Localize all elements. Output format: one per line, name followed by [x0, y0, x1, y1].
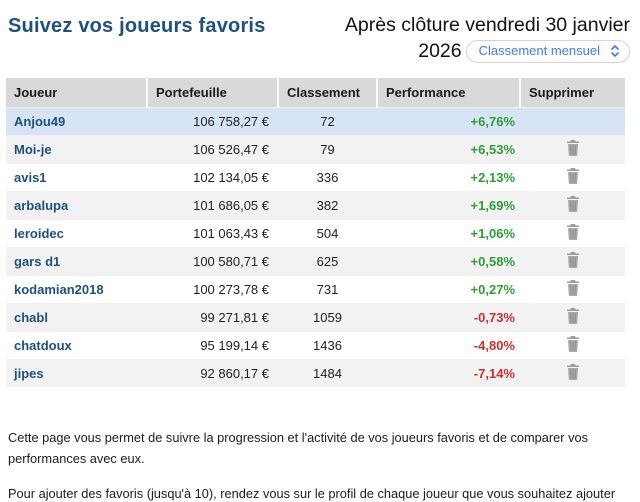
- rank-value: 1484: [278, 358, 377, 387]
- portfolio-value: 95 199,14 €: [147, 330, 278, 359]
- player-link[interactable]: Anjou49: [14, 113, 66, 129]
- table-header-row: Joueur Portefeuille Classement Performan…: [6, 78, 625, 107]
- rank-value: 625: [278, 246, 377, 275]
- table-row: arbalupa 101 686,05 € 382 +1,69%: [6, 190, 625, 219]
- trash-icon: [566, 223, 580, 243]
- page-description: Cette page vous permet de suivre la prog…: [0, 427, 622, 502]
- column-header-supprimer: Supprimer: [519, 78, 625, 107]
- portfolio-value: 100 273,78 €: [147, 274, 278, 303]
- rank-value: 504: [278, 218, 377, 247]
- rank-value: 72: [278, 106, 377, 135]
- table-row: chabl 99 271,81 € 1059 -0,73%: [6, 302, 625, 331]
- portfolio-value: 101 686,05 €: [147, 190, 278, 219]
- player-link[interactable]: Moi-je: [14, 141, 52, 157]
- column-header-performance: Performance: [376, 78, 520, 107]
- table-row: kodamian2018 100 273,78 € 731 +0,27%: [6, 274, 625, 303]
- trash-icon: [566, 167, 580, 187]
- performance-value: +1,06%: [377, 218, 520, 247]
- portfolio-value: 106 758,27 €: [147, 106, 278, 135]
- description-paragraph-1: Cette page vous permet de suivre la prog…: [8, 430, 589, 466]
- rank-value: 79: [278, 134, 377, 163]
- table-row: chatdoux 95 199,14 € 1436 -4,80%: [6, 330, 625, 359]
- player-link[interactable]: arbalupa: [14, 197, 69, 213]
- column-header-joueur: Joueur: [6, 78, 147, 107]
- favorites-table: Joueur Portefeuille Classement Performan…: [6, 78, 625, 387]
- delete-cell-empty: [520, 106, 625, 135]
- column-header-portefeuille: Portefeuille: [146, 78, 278, 107]
- closing-date-line2: 2026: [418, 40, 462, 62]
- performance-value: -7,14%: [377, 358, 520, 387]
- page-title: Suivez vos joueurs favoris: [8, 15, 266, 37]
- trash-icon: [566, 139, 580, 159]
- portfolio-value: 100 580,71 €: [147, 246, 278, 275]
- performance-value: -0,73%: [377, 302, 520, 331]
- performance-value: +6,76%: [377, 106, 520, 135]
- page-header: Suivez vos joueurs favoris Après clôture…: [0, 0, 640, 64]
- delete-favorite-button[interactable]: [566, 335, 580, 355]
- performance-value: +2,13%: [377, 162, 520, 191]
- rank-value: 1059: [278, 302, 377, 331]
- player-link[interactable]: kodamian2018: [14, 281, 104, 297]
- table-row: leroidec 101 063,43 € 504 +1,06%: [6, 218, 625, 247]
- player-link[interactable]: jipes: [14, 365, 44, 381]
- delete-favorite-button[interactable]: [566, 251, 580, 271]
- ranking-period-select[interactable]: Classement mensuel: [465, 39, 630, 63]
- delete-favorite-button[interactable]: [566, 363, 580, 383]
- delete-favorite-button[interactable]: [566, 195, 580, 215]
- column-header-classement: Classement: [277, 78, 377, 107]
- closing-date-line1: Après clôture vendredi 30 janvier: [344, 14, 630, 36]
- trash-icon: [566, 251, 580, 271]
- portfolio-value: 99 271,81 €: [147, 302, 278, 331]
- trash-icon: [566, 307, 580, 327]
- table-row: gars d1 100 580,71 € 625 +0,58%: [6, 246, 625, 275]
- trash-icon: [566, 195, 580, 215]
- delete-favorite-button[interactable]: [566, 279, 580, 299]
- portfolio-value: 92 860,17 €: [147, 358, 278, 387]
- performance-value: -4,80%: [377, 330, 520, 359]
- table-row: jipes 92 860,17 € 1484 -7,14%: [6, 358, 625, 387]
- performance-value: +6,53%: [377, 134, 520, 163]
- table-row: Anjou49 106 758,27 € 72 +6,76%: [6, 106, 625, 135]
- closing-date-block: Après clôture vendredi 30 janvier 2026 C…: [345, 12, 630, 64]
- table-row: Moi-je 106 526,47 € 79 +6,53%: [6, 134, 625, 163]
- description-paragraph-2: Pour ajouter des favoris (jusqu'à 10), r…: [8, 486, 616, 501]
- performance-value: +0,27%: [377, 274, 520, 303]
- performance-value: +0,58%: [377, 246, 520, 275]
- player-link[interactable]: leroidec: [14, 225, 64, 241]
- player-link[interactable]: gars d1: [14, 253, 61, 269]
- trash-icon: [566, 279, 580, 299]
- updown-chevron-icon: [610, 44, 620, 58]
- rank-value: 382: [278, 190, 377, 219]
- rank-value: 336: [278, 162, 377, 191]
- table-row: avis1 102 134,05 € 336 +2,13%: [6, 162, 625, 191]
- delete-favorite-button[interactable]: [566, 139, 580, 159]
- player-link[interactable]: chatdoux: [14, 337, 72, 353]
- player-link[interactable]: chabl: [14, 309, 48, 325]
- delete-favorite-button[interactable]: [566, 167, 580, 187]
- delete-favorite-button[interactable]: [566, 223, 580, 243]
- portfolio-value: 102 134,05 €: [147, 162, 278, 191]
- trash-icon: [566, 363, 580, 383]
- portfolio-value: 106 526,47 €: [147, 134, 278, 163]
- trash-icon: [566, 335, 580, 355]
- rank-value: 1436: [278, 330, 377, 359]
- ranking-period-select-value: Classement mensuel: [478, 42, 600, 58]
- portfolio-value: 101 063,43 €: [147, 218, 278, 247]
- player-link[interactable]: avis1: [14, 169, 47, 185]
- rank-value: 731: [278, 274, 377, 303]
- delete-favorite-button[interactable]: [566, 307, 580, 327]
- performance-value: +1,69%: [377, 190, 520, 219]
